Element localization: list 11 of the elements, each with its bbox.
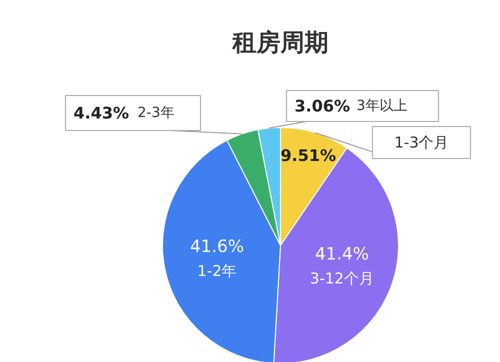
- slice-label: 3年以上: [356, 98, 408, 114]
- slice-label: 2-3年: [138, 105, 174, 121]
- data-label: 41.6%: [190, 236, 244, 257]
- slice-label: 1-2年: [197, 262, 237, 280]
- slice-label: 3-12个月: [310, 269, 374, 288]
- slice-label: 1-3个月: [394, 134, 449, 152]
- data-label: 4.43%: [74, 104, 130, 122]
- chart-title: 租房周期: [232, 28, 328, 56]
- data-label: 3.06%: [294, 96, 350, 116]
- data-label: 41.4%: [314, 244, 369, 264]
- data-label: 9.51%: [280, 146, 336, 165]
